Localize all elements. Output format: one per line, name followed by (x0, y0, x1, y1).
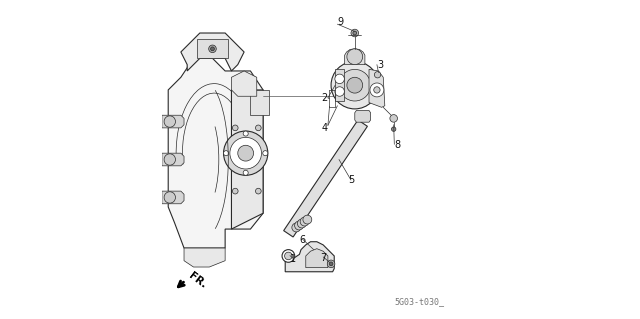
Circle shape (370, 83, 384, 97)
Text: 2: 2 (322, 93, 328, 103)
Circle shape (282, 250, 294, 262)
Polygon shape (250, 90, 269, 115)
Circle shape (392, 127, 396, 131)
Circle shape (335, 87, 344, 96)
Circle shape (243, 131, 248, 136)
Circle shape (164, 116, 175, 127)
Circle shape (164, 154, 175, 165)
Text: 7: 7 (320, 253, 326, 263)
Polygon shape (181, 33, 244, 71)
Text: 4: 4 (322, 123, 328, 133)
Polygon shape (162, 191, 184, 204)
Polygon shape (232, 90, 263, 229)
Polygon shape (184, 248, 225, 267)
Circle shape (298, 219, 307, 228)
Text: 9: 9 (337, 17, 344, 27)
Text: 8: 8 (394, 140, 401, 150)
Circle shape (347, 49, 363, 65)
Circle shape (164, 192, 175, 203)
Text: 6: 6 (300, 235, 306, 245)
Circle shape (209, 45, 216, 53)
Circle shape (223, 151, 228, 156)
Polygon shape (306, 249, 328, 268)
Polygon shape (196, 39, 228, 58)
Circle shape (230, 137, 262, 169)
Circle shape (232, 188, 238, 194)
Polygon shape (335, 69, 344, 101)
Circle shape (303, 215, 312, 224)
Polygon shape (369, 69, 385, 107)
Circle shape (294, 221, 303, 230)
Circle shape (374, 71, 381, 78)
Circle shape (351, 29, 358, 37)
Circle shape (255, 125, 261, 131)
Circle shape (339, 69, 371, 101)
Polygon shape (284, 120, 367, 237)
Circle shape (243, 170, 248, 175)
Circle shape (353, 31, 356, 35)
Circle shape (211, 47, 214, 51)
Polygon shape (232, 71, 257, 96)
Circle shape (331, 62, 378, 109)
Circle shape (292, 223, 301, 232)
Circle shape (347, 77, 363, 93)
Polygon shape (162, 115, 184, 128)
Text: 3: 3 (377, 60, 383, 70)
Polygon shape (285, 242, 334, 272)
Circle shape (329, 262, 333, 266)
Circle shape (327, 260, 335, 268)
Text: 5G03-t030_: 5G03-t030_ (394, 298, 444, 307)
Polygon shape (345, 49, 365, 65)
Circle shape (263, 151, 268, 156)
Text: FR.: FR. (187, 271, 209, 290)
Circle shape (300, 217, 309, 226)
Circle shape (390, 115, 397, 122)
Text: 1: 1 (290, 254, 296, 264)
Circle shape (255, 188, 261, 194)
Circle shape (374, 87, 380, 93)
Circle shape (285, 252, 292, 260)
Circle shape (232, 125, 238, 131)
Circle shape (223, 131, 268, 175)
Circle shape (335, 74, 344, 84)
Polygon shape (162, 153, 184, 166)
Polygon shape (168, 58, 263, 248)
Text: 5: 5 (349, 175, 355, 185)
Circle shape (238, 145, 253, 161)
Polygon shape (355, 110, 371, 122)
